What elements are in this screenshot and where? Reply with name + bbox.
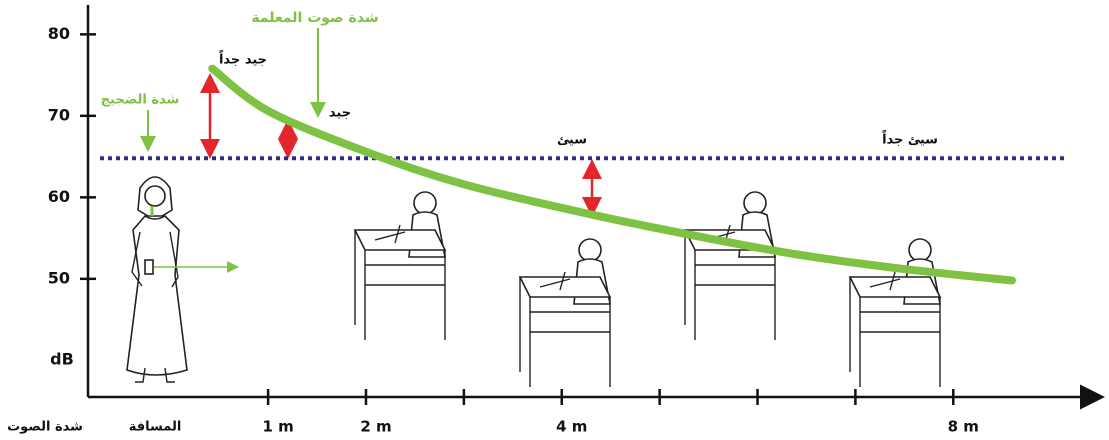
y-tick-label: 70 — [48, 105, 70, 124]
difference-arrows — [200, 73, 602, 217]
x-tick-label: 2 m — [360, 418, 391, 436]
student-desk — [683, 191, 777, 340]
x-axis-label: المسافة — [129, 420, 182, 435]
y-unit: dB — [50, 350, 74, 369]
annotation: شدة صوت المعلمة — [251, 10, 378, 26]
y-axis-label: شدة الصوت — [7, 420, 83, 435]
x-tick-label: 4 m — [556, 418, 587, 436]
x-tick-label: 8 m — [948, 418, 979, 436]
student-desk — [353, 191, 447, 340]
teacher-figure — [126, 176, 239, 383]
annotation: سيئ — [557, 133, 587, 148]
student-desk — [518, 238, 612, 387]
x-tick-label: 1 m — [262, 418, 293, 436]
annotation: شدة الضجيج — [101, 93, 180, 108]
y-tick-label: 80 — [48, 24, 70, 43]
y-tick-label: 60 — [48, 187, 70, 206]
voice-curve — [208, 64, 1017, 285]
pointer-arrows — [140, 28, 326, 152]
annotation: جيد — [329, 106, 351, 121]
annotation: سيئ جداً — [882, 130, 938, 148]
y-tick-label: 50 — [48, 268, 70, 287]
annotation: جيد جداً — [219, 50, 267, 68]
